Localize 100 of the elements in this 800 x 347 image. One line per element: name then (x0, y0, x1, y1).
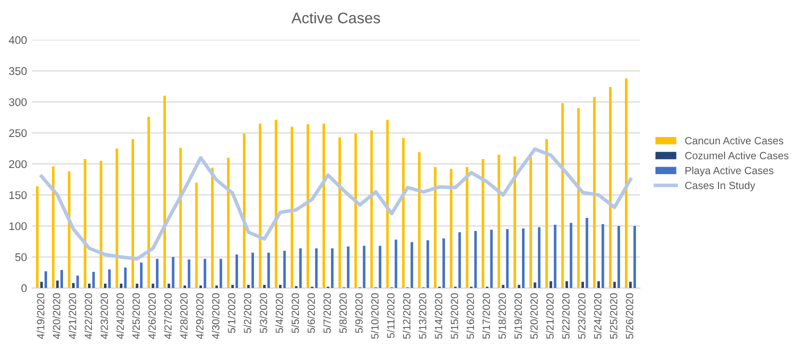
bar (88, 284, 91, 288)
bar (362, 246, 366, 288)
bar (163, 96, 166, 288)
x-tick-label: 4/30/2020 (212, 293, 220, 339)
x-tick-label: 4/27/2020 (164, 293, 172, 339)
bar (168, 284, 170, 288)
x-tick-label: 5/26/2020 (626, 293, 634, 339)
bar (402, 138, 405, 288)
x-tick-label: 5/11/2020 (386, 293, 395, 338)
bar (231, 284, 234, 288)
bar (586, 218, 588, 288)
bar (76, 276, 79, 288)
legend-label: Cozumel Active Cases (685, 152, 788, 160)
bar (593, 96, 596, 288)
bar (566, 281, 568, 288)
bar (370, 130, 373, 288)
bar (522, 228, 525, 288)
x-tick-label: 5/15/2020 (450, 293, 458, 339)
bar (518, 284, 520, 288)
bar (609, 87, 612, 288)
bar (315, 248, 318, 288)
x-tick-label: 5/2/2020 (244, 293, 252, 333)
bar (188, 259, 190, 288)
bar (514, 156, 516, 288)
bar (258, 124, 262, 288)
x-tick-label: 5/24/2020 (594, 293, 602, 339)
bar (581, 282, 584, 288)
bar (116, 148, 118, 288)
x-tick-label: 5/18/2020 (498, 293, 506, 339)
bar (306, 124, 310, 288)
bar (506, 229, 509, 288)
bar (279, 284, 282, 288)
x-tick-label: 5/10/2020 (370, 293, 379, 339)
bar (220, 258, 222, 288)
legend-label: Cancun Active Cases (685, 136, 784, 144)
x-tick-label: 4/23/2020 (100, 293, 108, 339)
bar (378, 246, 382, 288)
bar (331, 248, 334, 288)
bar (124, 268, 127, 288)
bar (247, 284, 250, 288)
bar (132, 139, 134, 288)
x-tick-label: 5/25/2020 (610, 293, 618, 339)
bar (179, 148, 182, 288)
bar (156, 258, 158, 288)
bar (36, 186, 39, 288)
bar (561, 103, 564, 288)
bar (570, 222, 572, 288)
y-tick-label: 0 (21, 284, 27, 292)
bar (434, 167, 436, 288)
x-tick-label: 4/24/2020 (116, 293, 124, 339)
bar (354, 134, 357, 288)
y-tick-label: 350 (9, 67, 27, 76)
bar (577, 108, 580, 288)
bar (426, 240, 430, 288)
x-tick-label: 4/22/2020 (84, 293, 92, 339)
x-tick-label: 5/14/2020 (434, 293, 442, 339)
bar (474, 230, 477, 288)
bar (346, 246, 350, 288)
bar (199, 286, 202, 288)
x-tick-label: 5/5/2020 (291, 293, 300, 333)
y-tick-label: 200 (9, 160, 27, 168)
x-tick-label: 4/20/2020 (52, 293, 60, 339)
x-tick-label: 4/29/2020 (196, 293, 204, 339)
bar (410, 242, 414, 288)
bar (482, 158, 484, 288)
x-tick-label: 5/23/2020 (578, 293, 586, 339)
x-tick-label: 4/28/2020 (180, 293, 188, 339)
x-tick-label: 5/3/2020 (260, 293, 268, 333)
x-tick-label: 4/19/2020 (36, 293, 44, 339)
bar (147, 116, 150, 288)
y-tick-label: 150 (9, 191, 27, 200)
bar (227, 158, 230, 288)
x-tick-label: 5/21/2020 (546, 293, 554, 339)
bar (184, 286, 186, 288)
bar (629, 282, 632, 288)
bar (299, 248, 302, 288)
bar (263, 284, 266, 288)
bar (215, 286, 218, 288)
bar (394, 240, 398, 288)
y-tick-label: 100 (9, 222, 27, 230)
x-tick-label: 5/7/2020 (323, 293, 331, 333)
x-tick-label: 5/1/2020 (228, 293, 236, 333)
x-tick-label: 5/4/2020 (275, 293, 284, 333)
legend-label: Cases In Study (685, 181, 756, 192)
bar (386, 120, 389, 288)
x-tick-label: 5/17/2020 (482, 293, 490, 339)
bar (152, 284, 154, 288)
bar (450, 168, 452, 288)
bar (538, 227, 540, 288)
x-tick-label: 4/25/2020 (132, 293, 140, 339)
bar (283, 250, 286, 288)
bar (251, 252, 254, 288)
bar (442, 238, 445, 288)
x-tick-label: 5/22/2020 (562, 293, 570, 339)
bar (633, 226, 636, 288)
bar (60, 270, 63, 288)
bar (68, 171, 70, 288)
bar (236, 254, 238, 288)
bar (56, 280, 59, 288)
bar (498, 154, 500, 288)
